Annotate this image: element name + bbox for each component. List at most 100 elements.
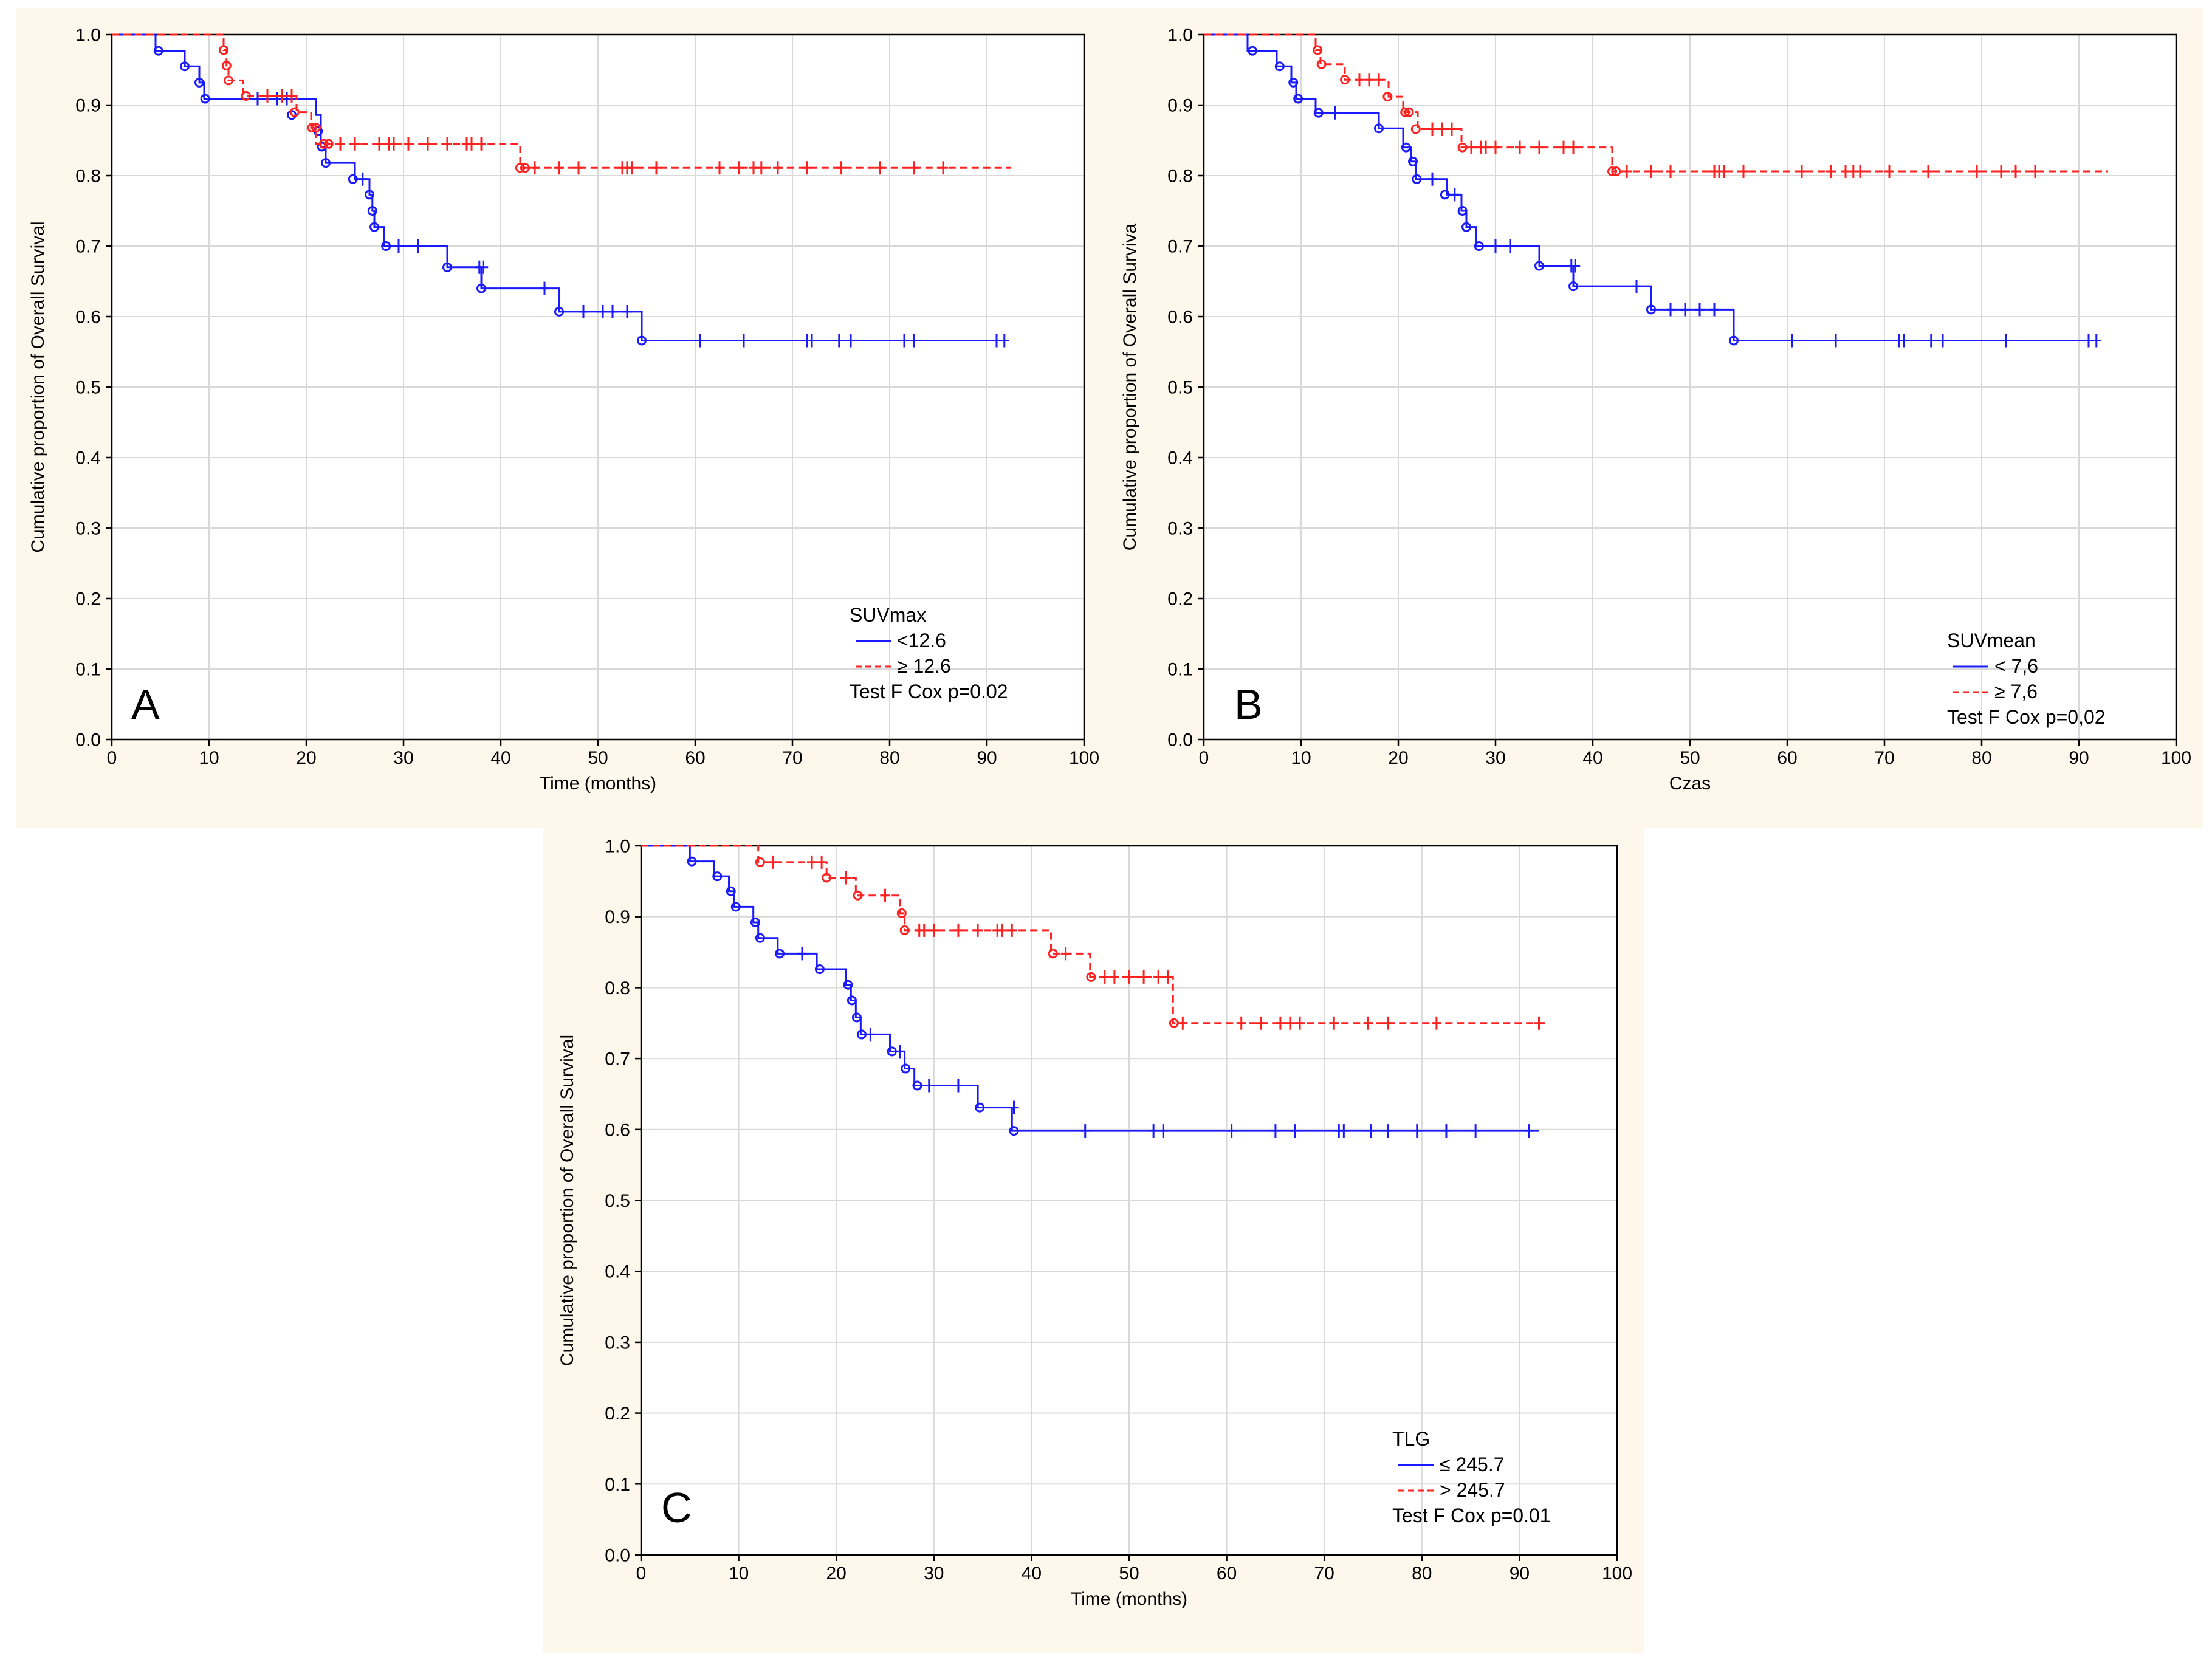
event-marker (1729, 335, 1739, 346)
y-tick-label: 0.3 (75, 519, 101, 539)
axis-ticks: 0 10 20 30 40 50 60 70 80 90 100 0.0 0.1 0.2 0.3 0.4 0.5… (75, 26, 1099, 769)
event-marker (289, 107, 300, 117)
censor-marker (1449, 188, 1460, 202)
censor-marker (627, 161, 637, 175)
legend-entry: > 245.7 (1440, 1479, 1505, 1501)
y-axis-label: Cumulative proportion of Overall Surviva… (28, 221, 48, 552)
event-marker (224, 75, 233, 86)
event-marker (712, 871, 723, 882)
censor-marker (1923, 165, 1933, 179)
censor-marker (1826, 165, 1836, 179)
censor-marker (1290, 1124, 1300, 1138)
event-marker (1410, 124, 1421, 134)
x-tick-label: 80 (879, 748, 899, 768)
event-marker (843, 980, 853, 990)
censor-marker (734, 161, 744, 175)
censor-marker (899, 334, 909, 348)
censor-marker (817, 855, 827, 869)
event-marker (1607, 166, 1617, 177)
censor-marker (1080, 1124, 1090, 1138)
censor-marker (357, 172, 368, 186)
x-tick-label: 30 (393, 748, 413, 768)
y-tick-label: 0.0 (605, 1546, 630, 1566)
censor-marker (1295, 1016, 1305, 1030)
event-marker (1048, 949, 1058, 959)
censor-marker (1109, 970, 1119, 984)
censor-marker (335, 137, 345, 151)
censor-marker (1255, 1016, 1266, 1030)
x-tick-label: 30 (1485, 748, 1505, 768)
censor-marker (1570, 259, 1581, 273)
censor-marker (1270, 1124, 1280, 1138)
event-marker (515, 163, 525, 173)
censor-marker (1559, 140, 1568, 154)
censor-marker (834, 334, 844, 348)
censor-marker (865, 1028, 876, 1042)
censor-marker (374, 137, 384, 151)
censor-marker (999, 334, 1009, 348)
x-tick-label: 0 (107, 748, 117, 768)
censor-marker (1471, 1124, 1481, 1138)
censor-marker (1996, 165, 2006, 179)
event-marker (1274, 61, 1285, 72)
event-marker (775, 949, 785, 959)
y-tick-label: 0.0 (1167, 730, 1193, 750)
event-marker (1646, 304, 1656, 315)
y-tick-label: 0.4 (75, 448, 101, 468)
censor-marker (413, 239, 423, 253)
censor-marker (1149, 1124, 1159, 1138)
censor-marker (350, 137, 360, 151)
event-marker (1461, 222, 1471, 232)
event-marker (348, 174, 358, 184)
event-marker (1086, 972, 1096, 982)
censor-marker (1355, 73, 1364, 87)
censor-marker (1491, 239, 1500, 253)
y-tick-label: 0.5 (1167, 378, 1193, 398)
censor-marker (1275, 1016, 1285, 1030)
event-marker (822, 873, 832, 883)
series-2-dashed (112, 33, 1011, 175)
censor-marker (1437, 122, 1447, 136)
censor-marker (651, 161, 661, 175)
event-marker (369, 222, 379, 232)
y-tick-label: 0.9 (1167, 96, 1193, 116)
censor-marker (1938, 334, 1948, 348)
event-marker (755, 857, 765, 867)
event-marker (219, 45, 228, 55)
x-tick-label: 90 (2069, 748, 2089, 768)
x-tick-label: 10 (199, 748, 219, 768)
km-chart-a: 0 10 20 30 40 50 60 70 80 90 100 0.0 0.1 0.2 0.3 0.4 0.5… (28, 26, 1099, 794)
censor-marker (442, 137, 452, 151)
censor-marker (1330, 106, 1340, 120)
censor-marker (953, 1079, 963, 1093)
y-tick-label: 0.7 (75, 237, 101, 257)
x-tick-label: 100 (1069, 748, 1099, 768)
event-marker (476, 283, 486, 293)
censor-marker (253, 92, 263, 106)
event-marker (321, 158, 331, 168)
censor-marker (1427, 172, 1437, 186)
event-marker (307, 123, 317, 133)
y-tick-label: 0.4 (1167, 448, 1193, 468)
x-tick-label: 30 (924, 1563, 944, 1584)
censor-marker (467, 137, 476, 151)
event-marker (1009, 1126, 1019, 1136)
censor-marker (1366, 1124, 1376, 1138)
censor-marker (695, 334, 705, 348)
y-tick-label: 0.6 (75, 307, 101, 328)
legend-entry: ≤ 245.7 (1440, 1453, 1505, 1475)
y-tick-label: 0.4 (605, 1262, 630, 1282)
event-marker (365, 190, 374, 200)
event-marker (896, 908, 907, 918)
y-tick-label: 0.3 (1167, 519, 1193, 539)
event-marker (1316, 59, 1327, 69)
event-marker (1382, 92, 1393, 102)
event-marker (1611, 166, 1621, 177)
x-tick-label: 20 (296, 748, 316, 768)
y-tick-label: 0.2 (75, 589, 101, 609)
y-tick-label: 0.1 (605, 1475, 630, 1495)
event-marker (1401, 142, 1411, 153)
censor-marker (1505, 239, 1515, 253)
grid-lines (641, 846, 1617, 1555)
x-tick-label: 20 (826, 1563, 847, 1584)
